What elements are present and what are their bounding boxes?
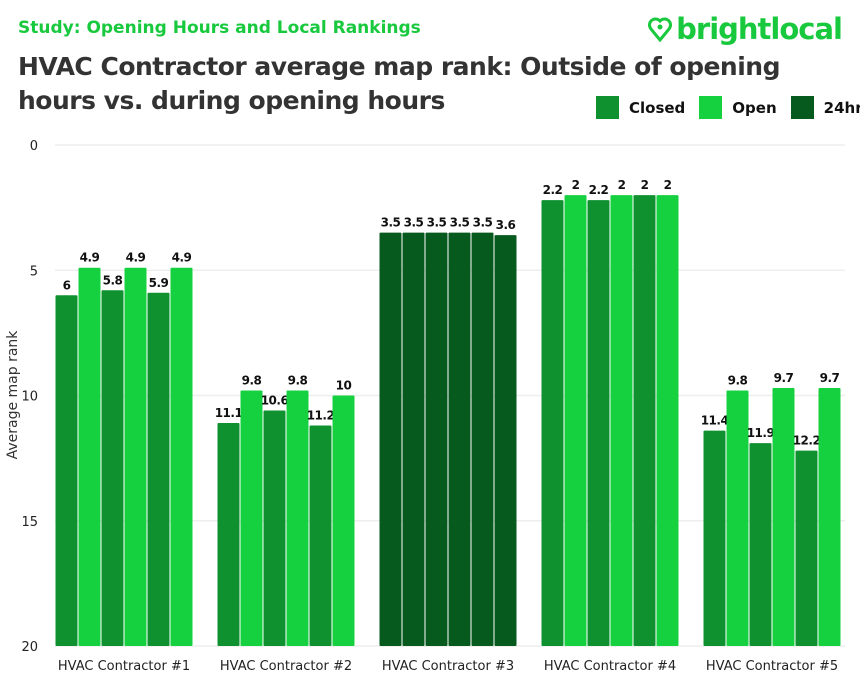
heart-pin-icon bbox=[648, 17, 673, 42]
data-label: 4.9 bbox=[126, 251, 146, 265]
data-label: 2 bbox=[641, 178, 649, 192]
data-label: 3.6 bbox=[496, 218, 516, 232]
bar-open bbox=[332, 395, 355, 646]
bar-closed bbox=[147, 292, 170, 646]
bar-24hr bbox=[425, 232, 448, 647]
bar-closed bbox=[795, 450, 818, 646]
bar-closed bbox=[101, 290, 124, 646]
bar-closed bbox=[541, 200, 564, 647]
bar-open bbox=[772, 387, 795, 646]
data-label: 11.1 bbox=[215, 406, 243, 420]
bar-24hr bbox=[402, 232, 425, 647]
legend-label: 24hr bbox=[823, 98, 860, 117]
data-label: 9.8 bbox=[288, 373, 308, 387]
bar-24hr bbox=[494, 235, 517, 646]
y-tick-label: 20 bbox=[21, 640, 38, 655]
bar-open bbox=[124, 267, 147, 646]
y-tick-label: 0 bbox=[30, 139, 38, 154]
data-label: 2 bbox=[618, 178, 626, 192]
bar-open bbox=[818, 387, 841, 646]
data-label: 5.9 bbox=[149, 276, 169, 290]
data-label: 3.5 bbox=[404, 216, 424, 230]
brand-name: brightlocal bbox=[676, 12, 843, 46]
data-label: 12.2 bbox=[793, 434, 821, 448]
bar-closed bbox=[749, 443, 772, 646]
brand-logo: brightlocal bbox=[648, 12, 843, 46]
y-tick-label: 10 bbox=[21, 390, 38, 405]
legend-closed: Closed bbox=[596, 96, 685, 119]
data-label: 3.5 bbox=[473, 216, 493, 230]
data-label: 4.9 bbox=[172, 251, 192, 265]
x-tick-label: HVAC Contractor #2 bbox=[220, 659, 352, 674]
bar-open bbox=[610, 195, 633, 646]
data-label: 9.8 bbox=[728, 373, 748, 387]
data-label: 11.9 bbox=[747, 426, 775, 440]
bar-closed bbox=[55, 295, 78, 646]
data-label: 3.5 bbox=[427, 216, 447, 230]
data-label: 4.9 bbox=[80, 251, 100, 265]
y-axis-label: Average map rank bbox=[5, 330, 21, 460]
bar-24hr bbox=[471, 232, 494, 647]
legend-open: Open bbox=[699, 96, 777, 119]
data-label: 2 bbox=[664, 178, 672, 192]
data-label: 5.8 bbox=[103, 273, 123, 287]
bar-open bbox=[656, 195, 679, 646]
data-label: 2 bbox=[572, 178, 580, 192]
data-label: 9.7 bbox=[820, 371, 840, 385]
bar-closed bbox=[587, 200, 610, 647]
bar-open bbox=[286, 390, 309, 646]
bar-24hr bbox=[379, 232, 402, 647]
legend-swatch-open bbox=[699, 96, 723, 119]
study-label: Study: Opening Hours and Local Rankings bbox=[18, 18, 421, 38]
bar-24hr bbox=[448, 232, 471, 647]
bar-closed bbox=[633, 195, 656, 646]
x-tick-label: HVAC Contractor #5 bbox=[706, 659, 838, 674]
legend-swatch-closed bbox=[596, 96, 619, 119]
bar-open bbox=[78, 267, 101, 646]
data-label: 2.2 bbox=[589, 183, 609, 197]
legend: Closed Open 24hr bbox=[596, 96, 860, 119]
data-label: 6 bbox=[63, 278, 71, 292]
data-label: 11.4 bbox=[701, 414, 729, 428]
data-label: 3.5 bbox=[450, 216, 470, 230]
bar-open bbox=[726, 390, 749, 646]
data-label: 11.2 bbox=[307, 409, 335, 423]
data-label: 3.5 bbox=[381, 216, 401, 230]
x-tick-label: HVAC Contractor #4 bbox=[544, 659, 676, 674]
chart-title: HVAC Contractor average map rank: Outsid… bbox=[18, 52, 781, 115]
data-label: 9.8 bbox=[242, 373, 262, 387]
y-tick-label: 5 bbox=[30, 264, 38, 279]
bar-closed bbox=[217, 423, 240, 646]
legend-swatch-24hr bbox=[790, 96, 814, 119]
legend-24hr: 24hr bbox=[790, 96, 860, 119]
bar-open bbox=[240, 390, 263, 646]
data-label: 9.7 bbox=[774, 371, 794, 385]
bar-closed bbox=[309, 425, 332, 646]
bar-closed bbox=[703, 430, 726, 646]
y-tick-label: 15 bbox=[21, 515, 38, 530]
data-label: 10.6 bbox=[261, 394, 289, 408]
legend-label: Open bbox=[732, 98, 777, 117]
bar-open bbox=[170, 267, 193, 646]
bar-open bbox=[564, 195, 587, 646]
data-label: 10 bbox=[336, 379, 352, 393]
data-label: 2.2 bbox=[543, 183, 563, 197]
x-tick-label: HVAC Contractor #1 bbox=[58, 659, 190, 674]
x-tick-label: HVAC Contractor #3 bbox=[382, 659, 514, 674]
bar-closed bbox=[263, 410, 286, 646]
legend-label: Closed bbox=[629, 98, 686, 117]
